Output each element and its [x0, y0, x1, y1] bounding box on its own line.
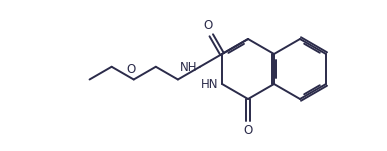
- Text: O: O: [243, 124, 253, 137]
- Text: HN: HN: [200, 77, 218, 90]
- Text: O: O: [126, 63, 135, 76]
- Text: O: O: [204, 19, 213, 32]
- Text: NH: NH: [180, 61, 197, 74]
